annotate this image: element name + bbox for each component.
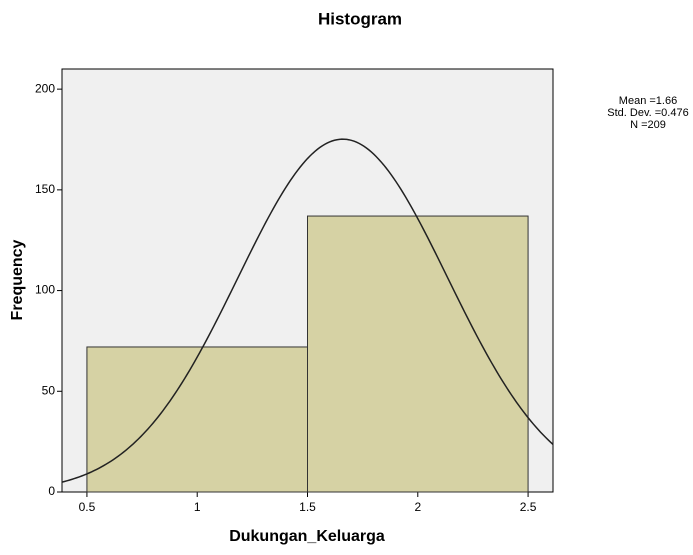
x-tick-label: 2.5 xyxy=(520,500,537,514)
y-tick-label: 150 xyxy=(35,182,55,196)
stats-annotation: N =209 xyxy=(630,119,666,131)
stats-annotation: Mean =1.66 xyxy=(619,95,677,107)
x-tick-label: 0.5 xyxy=(79,500,96,514)
chart-title: Histogram xyxy=(318,9,402,28)
x-tick-label: 1.5 xyxy=(299,500,316,514)
y-tick-label: 0 xyxy=(48,484,55,498)
x-tick-label: 2 xyxy=(414,500,421,514)
y-axis-label: Frequency xyxy=(9,239,26,320)
bar xyxy=(307,215,529,493)
bar xyxy=(86,346,309,493)
x-tick-label: 1 xyxy=(194,500,201,514)
y-tick-label: 200 xyxy=(35,81,55,95)
normal-curve xyxy=(61,138,554,483)
y-tick-label: 50 xyxy=(42,383,56,397)
y-tick-label: 100 xyxy=(35,283,55,297)
x-axis-label: Dukungan_Keluarga xyxy=(229,528,385,545)
stats-annotation: Std. Dev. =0.476 xyxy=(607,107,688,119)
